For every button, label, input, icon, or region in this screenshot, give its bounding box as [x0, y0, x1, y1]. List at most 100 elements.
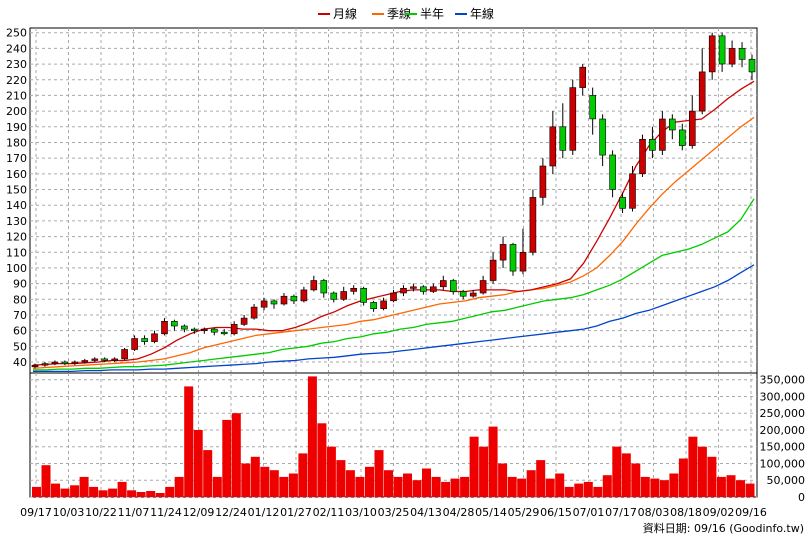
- candle-body: [559, 126, 567, 151]
- candle-body: [310, 280, 318, 291]
- data-date-footer: 資料日期: 09/16 (Goodinfo.tw): [643, 521, 804, 535]
- volume-bar: [678, 458, 688, 497]
- volume-bar: [89, 486, 99, 497]
- volume-bar: [507, 476, 517, 497]
- candle-body: [280, 295, 288, 305]
- candle-body: [61, 361, 69, 364]
- volume-bar: [317, 423, 327, 497]
- volume-bar: [412, 480, 422, 497]
- volume-bar: [745, 483, 755, 497]
- candle-body: [230, 324, 238, 335]
- volume-bar: [574, 483, 584, 497]
- volume-bar: [498, 463, 508, 497]
- volume-bar: [460, 476, 470, 497]
- x-tick-label: 07/01: [573, 506, 605, 519]
- candle-body: [400, 287, 407, 294]
- y-tick-label: 90: [13, 278, 27, 291]
- candlesticks: [31, 32, 756, 369]
- y-tick-label: 50: [13, 340, 27, 353]
- x-axis: 09/17 10/03 10/22 11/07 11/24 12/09 12/24 01/12…: [20, 506, 767, 519]
- candle-body: [131, 338, 138, 350]
- candle-body: [220, 331, 228, 335]
- volume-bar: [450, 478, 460, 497]
- volume-bar: [165, 486, 175, 497]
- volume-bar: [640, 476, 650, 497]
- candle-body: [629, 173, 636, 209]
- y-tick-label: 230: [6, 58, 27, 71]
- y-tick-label: 220: [6, 74, 27, 87]
- x-tick-label: 08/18: [670, 506, 702, 519]
- x-tick-label: 10/03: [53, 506, 85, 519]
- volume-bar: [288, 473, 298, 497]
- volume-bar: [117, 481, 127, 497]
- volume-bars: [32, 376, 755, 497]
- candle-body: [360, 287, 367, 303]
- volume-bar: [298, 453, 308, 497]
- candle-body: [370, 302, 377, 309]
- candle-body: [489, 259, 497, 281]
- volume-bar: [526, 470, 536, 497]
- volume-bar: [602, 475, 612, 497]
- candle-body: [330, 292, 338, 300]
- candle-body: [718, 35, 726, 65]
- volume-bar: [393, 476, 403, 497]
- candle-body: [350, 287, 358, 292]
- volume-bar: [583, 481, 593, 497]
- volume-tick-label: 200,000: [760, 424, 806, 437]
- volume-bar: [184, 386, 194, 497]
- volume-bar: [564, 486, 574, 497]
- candle-body: [380, 300, 387, 309]
- candle-body: [728, 48, 736, 65]
- candle-body: [609, 154, 616, 190]
- candle-body: [678, 129, 686, 146]
- volume-bar: [612, 446, 622, 497]
- candle-body: [111, 358, 118, 361]
- volume-tick-label: 50,000: [767, 474, 806, 487]
- volume-bar: [32, 486, 41, 497]
- candle-body: [151, 333, 158, 342]
- y-tick-label: 140: [6, 199, 27, 212]
- volume-bar: [422, 468, 431, 497]
- candle-body: [121, 349, 128, 360]
- candle-body: [181, 325, 188, 330]
- candle-body: [639, 139, 646, 175]
- volume-bar: [697, 446, 707, 497]
- candle-body: [449, 280, 457, 292]
- y-tick-label: 210: [6, 89, 27, 102]
- volume-bar: [621, 453, 631, 497]
- x-tick-label: 11/07: [118, 506, 150, 519]
- candle-body: [191, 328, 198, 332]
- volume-bar: [536, 460, 546, 497]
- volume-bar: [136, 492, 146, 497]
- volume-bar: [241, 463, 251, 497]
- candle-body: [270, 300, 278, 305]
- volume-bar: [431, 476, 441, 497]
- volume-bar: [326, 446, 336, 497]
- volume-bar: [384, 470, 393, 497]
- volume-bar: [250, 456, 260, 497]
- candle-body: [509, 244, 517, 272]
- x-tick-label: 11/24: [150, 506, 182, 519]
- candle-body: [579, 66, 587, 88]
- volume-bar: [222, 419, 232, 497]
- legend-label: 季線: [387, 6, 411, 21]
- volume-bar: [79, 476, 89, 497]
- volume-bar: [127, 490, 137, 497]
- volume-tick-label: 150,000: [760, 441, 806, 454]
- volume-bar: [365, 466, 374, 497]
- volume-bar: [659, 480, 669, 497]
- x-tick-label: 06/15: [540, 506, 572, 519]
- candle-body: [81, 360, 89, 363]
- candle-body: [549, 126, 557, 167]
- volume-bar: [593, 486, 603, 497]
- legend-label: 年線: [470, 6, 494, 21]
- candle-body: [141, 338, 148, 342]
- candle-body: [439, 280, 447, 288]
- candle-body: [211, 328, 218, 333]
- y-tick-label: 150: [6, 184, 27, 197]
- candle-body: [250, 306, 258, 319]
- candle-body: [240, 317, 248, 325]
- x-tick-label: 03/10: [345, 506, 377, 519]
- y-tick-label: 200: [6, 105, 27, 118]
